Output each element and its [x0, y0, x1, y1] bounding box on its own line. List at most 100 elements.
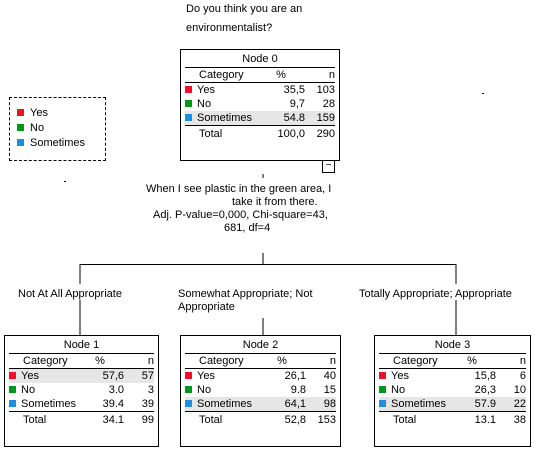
table-row: No 9.8 15 [185, 383, 336, 397]
count-value: 39 [141, 397, 154, 410]
category-label: No [21, 383, 36, 396]
total-label: Total [185, 411, 258, 428]
header-pct: % [258, 354, 306, 369]
category-label: No [391, 383, 406, 396]
node-title: Node 1 [9, 338, 154, 354]
total-count: 153 [306, 411, 336, 428]
percent-value: 3.0 [108, 383, 124, 396]
legend-label-yes: Yes [30, 107, 48, 119]
category-label: Yes [391, 369, 409, 382]
root-question: Do you think you are an environmentalist… [186, 3, 302, 35]
count-value: 57 [124, 368, 154, 383]
node-title: Node 0 [185, 52, 335, 68]
split-variable-line-1: When I see plastic in the green area, I [146, 183, 332, 195]
category-label: Sometimes [21, 397, 77, 410]
percent-value: 26,3 [474, 383, 496, 396]
swatch-sometimes [185, 113, 192, 121]
percent-value: 57,6 [76, 368, 124, 383]
category-label: Yes [21, 369, 39, 382]
tree-node-1[interactable]: Node 1 Category % n Yes 57,6 57 No 3.0 3… [4, 335, 159, 447]
legend-item-yes: Yes [17, 107, 48, 120]
total-count: 99 [124, 411, 154, 428]
table-row: No 3.0 3 [9, 383, 154, 397]
swatch-yes [185, 371, 192, 379]
node-title: Node 2 [185, 338, 336, 354]
swatch-sometimes [185, 399, 192, 407]
category-label: No [197, 97, 212, 110]
header-category: Category [185, 354, 258, 369]
root-question-line-1: Do you think you are an [186, 3, 303, 15]
legend-item-no: No [17, 122, 44, 135]
percent-value: 64,1 [258, 397, 306, 412]
total-label: Total [9, 411, 77, 428]
legend-swatch-sometimes [17, 139, 24, 146]
header-n: n [496, 354, 526, 369]
total-percent: 100,0 [257, 125, 305, 142]
legend: Yes No Sometimes [9, 97, 106, 161]
legend-swatch-no [17, 124, 24, 131]
percent-value: 39.4 [102, 397, 124, 410]
table-row: Yes 26,1 40 [185, 369, 336, 384]
category-label: Yes [197, 83, 215, 96]
header-n: n [124, 354, 154, 369]
percent-value: 54.8 [257, 111, 305, 126]
swatch-yes [9, 371, 16, 379]
category-label: Yes [197, 369, 215, 382]
split-stat-line-1: Adj. P-value=0,000, Chi-square=43, [153, 209, 328, 221]
branch-label-2: Somewhat Appropriate; Not Appropriate [178, 288, 313, 313]
legend-swatch-yes [17, 109, 24, 116]
table-row: Yes 15,8 6 [379, 369, 526, 384]
total-row: Total 100,0 290 [185, 125, 335, 142]
tree-node-0[interactable]: Node 0 Category % n Yes 35,5 103 No 9,7 … [180, 49, 340, 161]
split-stat-line-2: 681, df=4 [224, 222, 271, 234]
swatch-no [185, 99, 192, 107]
category-label: Sometimes [197, 397, 253, 410]
total-count: 290 [305, 125, 335, 142]
tree-node-3[interactable]: Node 3 Category % n Yes 15,8 6 No 26,3 1… [374, 335, 531, 447]
legend-label-no: No [30, 122, 45, 134]
count-value: 159 [305, 111, 335, 126]
total-row: Total 13.1 38 [379, 411, 526, 428]
count-value: 40 [323, 369, 336, 382]
total-percent: 34.1 [76, 411, 124, 428]
count-value: 3 [147, 383, 154, 396]
swatch-sometimes [9, 399, 16, 407]
stray-dot [482, 93, 484, 94]
header-pct: % [257, 68, 305, 83]
total-percent: 13.1 [448, 411, 496, 428]
total-label: Total [379, 411, 448, 428]
percent-value: 9.8 [290, 383, 306, 396]
percent-value: 15,8 [474, 369, 496, 382]
branch-label-3: Totally Appropriate; Appropriate [359, 288, 512, 300]
table-row-highlighted: Sometimes 64,1 98 [185, 397, 336, 412]
total-row: Total 34.1 99 [9, 411, 154, 428]
percent-value: 26,1 [284, 369, 306, 382]
count-value: 98 [306, 397, 336, 412]
tree-node-2[interactable]: Node 2 Category % n Yes 26,1 40 No 9.8 1… [180, 335, 341, 447]
collapse-node-button[interactable]: − [322, 160, 335, 173]
total-label: Total [185, 125, 257, 142]
swatch-no [9, 385, 16, 393]
swatch-no [185, 385, 192, 393]
swatch-sometimes [379, 399, 386, 407]
table-row: No 26,3 10 [379, 383, 526, 397]
table-row-highlighted: Yes 57,6 57 [9, 368, 154, 383]
count-value: 22 [496, 397, 526, 412]
count-value: 6 [519, 369, 526, 382]
header-pct: % [76, 354, 124, 369]
legend-label-sometimes: Sometimes [30, 137, 86, 149]
branch-label-1: Not At All Appropriate [18, 288, 122, 300]
node-header-row: Category % n [185, 354, 336, 369]
category-label: Sometimes [197, 111, 253, 124]
node-header-row: Category % n [379, 354, 526, 369]
node-header-row: Category % n [185, 68, 335, 83]
count-value: 103 [316, 83, 335, 96]
total-percent: 52,8 [258, 411, 306, 428]
header-n: n [305, 68, 335, 83]
category-label: Sometimes [391, 397, 447, 410]
count-value: 10 [513, 383, 526, 396]
split-description: When I see plastic in the green area, I … [146, 183, 376, 235]
swatch-yes [185, 85, 192, 93]
count-value: 15 [323, 383, 336, 396]
total-count: 38 [496, 411, 526, 428]
